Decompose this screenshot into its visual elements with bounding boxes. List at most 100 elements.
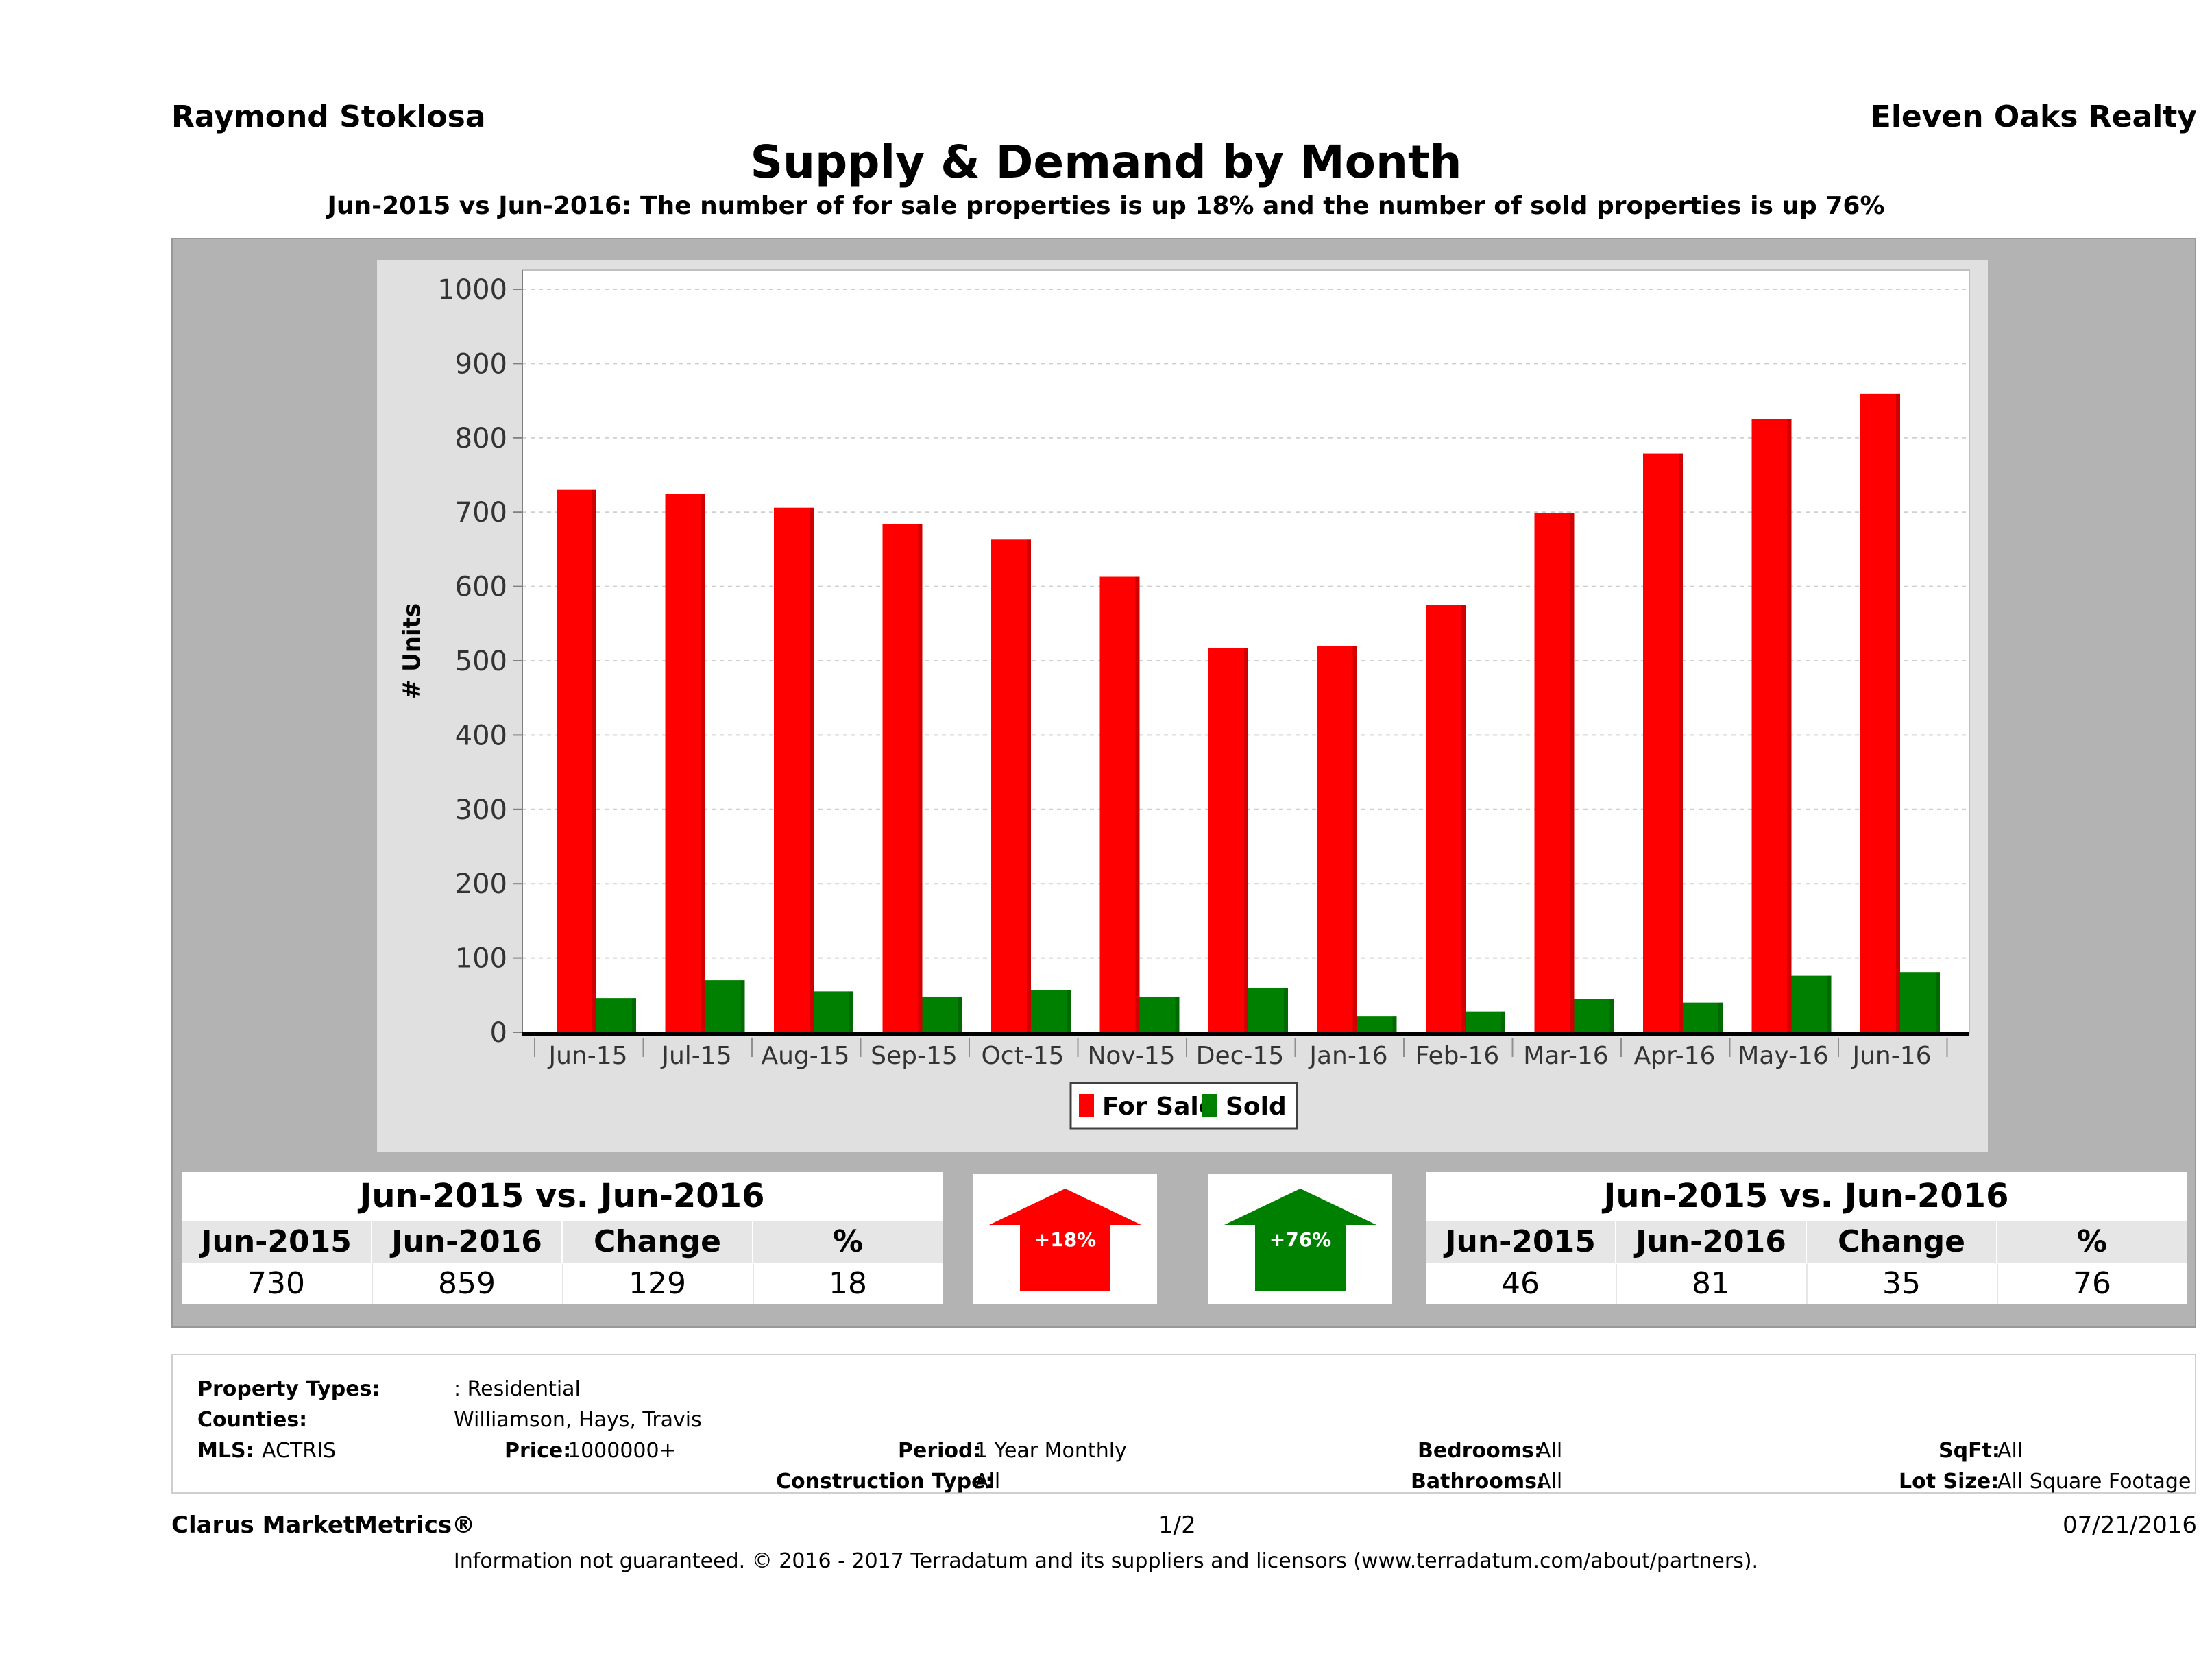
filter-label: Bedrooms: xyxy=(1418,1439,1542,1463)
stats-column-header: Jun-2015 xyxy=(1426,1221,1615,1263)
sold-bar xyxy=(1031,990,1071,1032)
bar-shade xyxy=(1609,999,1614,1032)
bar-shade xyxy=(1135,576,1140,1032)
page-title: Supply & Demand by Month xyxy=(750,136,1462,189)
bar-shade xyxy=(1679,453,1683,1032)
legend-label: For Sale xyxy=(1102,1093,1215,1121)
bar-shade xyxy=(1392,1016,1397,1032)
up-arrow-icon xyxy=(989,1189,1141,1291)
bar-chart: 0 100 200 300 400 500 600 700 800 900 1000 # Units J… xyxy=(398,269,1970,1130)
filter-label: Price: xyxy=(505,1439,572,1463)
sold-bar xyxy=(1900,972,1940,1032)
bar-shade xyxy=(1175,996,1180,1032)
for-sale-bar xyxy=(1099,576,1140,1032)
brokerage-name: Eleven Oaks Realty xyxy=(1870,99,2197,134)
bar-shade xyxy=(1896,393,1900,1032)
filter-label: MLS: xyxy=(197,1439,254,1463)
stats-column-header: Change xyxy=(1807,1221,1996,1263)
x-tick-label: Nov-15 xyxy=(1087,1042,1175,1070)
x-tick-label: May-16 xyxy=(1738,1042,1829,1070)
y-tick-label: 400 xyxy=(455,720,507,751)
footer-date: 07/21/2016 xyxy=(2063,1511,2197,1539)
for-sale-bar xyxy=(557,489,596,1032)
stats-column-header: Jun-2015 xyxy=(182,1221,371,1263)
for-sale-bar xyxy=(665,494,705,1032)
filter-label: SqFt: xyxy=(1938,1439,2000,1463)
stats-column-header: Jun-2016 xyxy=(1616,1221,1806,1263)
filter-value: 1 Year Monthly xyxy=(975,1439,1127,1463)
stats-value: 46 xyxy=(1501,1266,1540,1301)
filter-value: All Square Footage xyxy=(1997,1470,2191,1494)
x-tick-label: Sep-15 xyxy=(871,1042,958,1070)
for-sale-bar xyxy=(1751,419,1792,1032)
bar-shade xyxy=(958,996,962,1032)
for-sale-bar xyxy=(1534,513,1575,1032)
y-axis-label: # Units xyxy=(398,603,426,699)
filter-label: Property Types: xyxy=(197,1377,380,1401)
footer-page-number: 1/2 xyxy=(1158,1511,1196,1539)
footer-brand: Clarus MarketMetrics® xyxy=(171,1511,476,1539)
bar-shade xyxy=(1461,605,1466,1032)
for-sale-change-box: +18% xyxy=(973,1174,1157,1304)
bar-shade xyxy=(740,980,745,1032)
for-sale-stats-table: Jun-2015 vs. Jun-2016 Jun-2015 Jun-2016 … xyxy=(182,1172,943,1304)
filter-value: ACTRIS xyxy=(262,1439,337,1463)
sold-change-label: +76% xyxy=(1269,1228,1331,1251)
x-tick-label: Jun-16 xyxy=(1851,1042,1931,1070)
page-subtitle: Jun-2015 vs Jun-2016: The number of for … xyxy=(327,192,1885,220)
bar-shade xyxy=(1027,539,1031,1032)
for-sale-bar xyxy=(1860,393,1900,1032)
y-tick-label: 600 xyxy=(455,572,507,603)
y-tick-label: 900 xyxy=(455,348,507,380)
x-tick-label: Feb-16 xyxy=(1415,1042,1500,1070)
filter-value: : Residential xyxy=(454,1377,581,1401)
sold-bar xyxy=(1139,996,1180,1032)
sold-bar xyxy=(1791,975,1832,1032)
sold-bar xyxy=(1357,1016,1397,1032)
legend-swatch xyxy=(1079,1094,1094,1117)
for-sale-bar xyxy=(1643,453,1683,1032)
for-sale-bar xyxy=(882,524,923,1032)
x-tick-label: Dec-15 xyxy=(1196,1042,1284,1070)
footer-legal: Information not guaranteed. © 2016 - 201… xyxy=(453,1549,1759,1573)
for-sale-bar xyxy=(1426,605,1466,1032)
bar-shade xyxy=(592,489,596,1032)
for-sale-change-label: +18% xyxy=(1034,1228,1096,1251)
sold-change-box: +76% xyxy=(1208,1174,1392,1304)
bar-shade xyxy=(1787,419,1792,1032)
x-tick-label: Jul-15 xyxy=(660,1042,731,1070)
sold-bar xyxy=(1683,1002,1723,1032)
y-tick-label: 800 xyxy=(455,423,507,454)
stats-heading: Jun-2015 vs. Jun-2016 xyxy=(359,1177,765,1215)
x-tick-label: Jun-15 xyxy=(547,1042,627,1070)
x-tick-label: Jan-16 xyxy=(1308,1042,1387,1070)
sold-bar xyxy=(814,991,853,1032)
sold-bar xyxy=(705,980,745,1032)
stats-column-header: % xyxy=(1997,1221,2187,1263)
stats-value: 730 xyxy=(247,1266,305,1301)
filter-label: Lot Size: xyxy=(1899,1470,2000,1494)
bar-shade xyxy=(1501,1011,1505,1032)
sold-bar xyxy=(1574,999,1614,1032)
bar-shade xyxy=(701,494,705,1032)
filter-value: All xyxy=(1537,1470,1563,1494)
stats-value: 76 xyxy=(2073,1266,2111,1301)
bar-shade xyxy=(810,507,814,1032)
bar-shade xyxy=(918,524,923,1032)
bar-shade xyxy=(1352,646,1357,1032)
filter-label: Bathrooms: xyxy=(1411,1470,1545,1494)
report-filters: Property Types: : Residential Counties: … xyxy=(171,1354,2196,1494)
bar-shade xyxy=(1936,972,1940,1032)
legend-box xyxy=(1069,1082,1298,1130)
x-tick-label: Mar-16 xyxy=(1523,1042,1608,1070)
stats-value: 81 xyxy=(1692,1266,1730,1301)
filter-label: Construction Type: xyxy=(776,1470,994,1494)
bar-shade xyxy=(1570,513,1575,1032)
filter-value: 1000000+ xyxy=(568,1439,677,1463)
filter-value: All xyxy=(975,1470,1001,1494)
legend-swatch xyxy=(1202,1094,1217,1117)
y-tick-label: 300 xyxy=(455,794,507,826)
filter-label: Period: xyxy=(898,1439,982,1463)
filter-value: All xyxy=(1997,1439,2023,1463)
sold-bar xyxy=(1248,987,1288,1032)
